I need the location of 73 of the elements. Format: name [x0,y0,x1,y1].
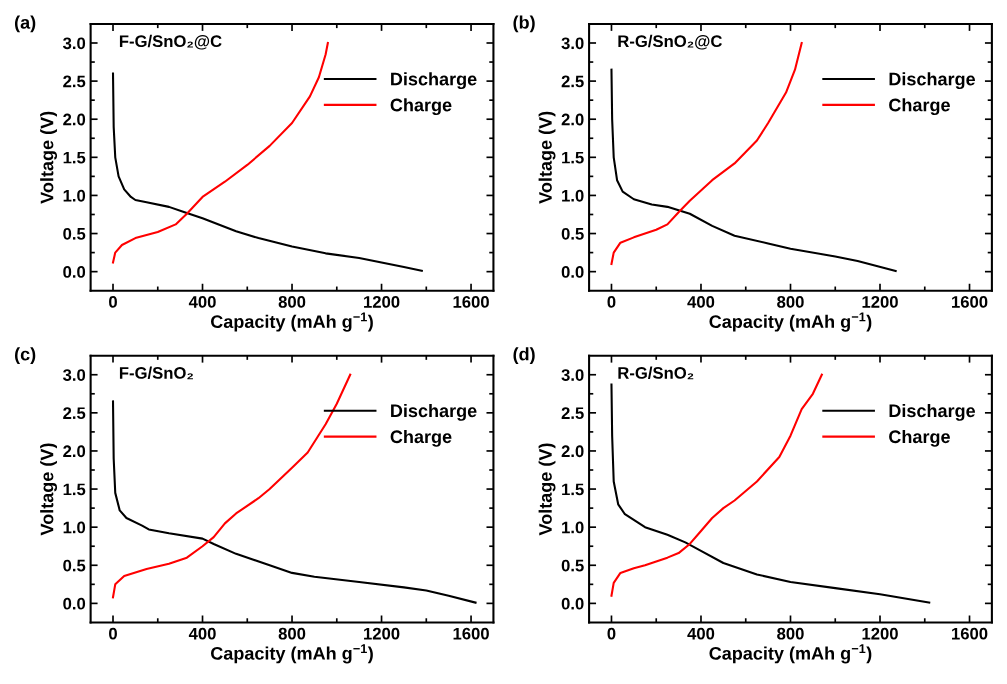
y-tick-label: 0.0 [63,597,86,610]
y-tick-label: 1.5 [63,151,86,164]
y-tick-label: 1.0 [562,521,584,534]
x-tick-label: 0 [109,296,117,308]
x-tick-label: 400 [188,627,216,640]
text: (c) [15,347,36,365]
text: (d) [513,347,535,365]
y-tick-label: 2.0 [561,113,584,126]
x-tick-label: 1200 [364,627,400,640]
x-tick-label: 400 [687,627,715,640]
y-tick-label: 2.0 [63,445,86,458]
x-tick-label: 800 [278,627,306,640]
x-tick-label: 800 [777,627,804,640]
x-tick-label: 0 [109,627,117,640]
text: (b) [513,15,535,33]
y-tick-label: 2.5 [63,407,86,420]
annotation: F-G/SnO₂@C [119,34,222,50]
y-tick-label: 1.0 [63,189,86,202]
legend-label: Discharge [889,72,976,90]
y-axis-title: Voltage (V) [40,443,58,536]
x-tick-label: 1600 [952,296,988,308]
y-tick-label: 1.5 [63,483,86,496]
y-tick-label: 3.0 [561,369,584,381]
y-tick-label: 0.5 [561,227,584,240]
annotation: R-G/SnO₂ [618,366,694,380]
line-series [111,400,477,604]
legend-label: Charge [390,98,452,116]
y-tick-label: 3.0 [62,369,86,381]
y-tick-label: 1.0 [562,189,584,202]
x-axis-title: Capacity (mAh g$^{−1}$) [709,644,872,664]
legend-label: Charge [889,429,950,447]
x-tick-label: 1200 [862,296,898,308]
y-tick-label: 1.0 [63,521,86,534]
x-tick-label: 1200 [862,627,898,640]
x-tick-label: 800 [278,296,306,308]
y-tick-label: 2.0 [63,113,86,126]
y-tick-label: 2.0 [561,445,584,458]
text: (a) [15,15,36,33]
legend-label: Discharge [889,403,976,421]
x-axis-title: Capacity (mAh g$^{−1}$) [210,312,373,332]
y-tick-label: 2.5 [561,407,584,420]
y-axis-title: Voltage (V) [538,443,556,536]
y-axis-title: Voltage (V) [40,111,58,204]
y-tick-label: 0.0 [63,266,86,278]
x-tick-label: 800 [777,296,804,308]
legend-label: Discharge [391,403,477,421]
x-tick-label: 1200 [364,296,400,308]
annotation: F-G/SnO₂ [119,366,193,380]
y-tick-label: 3.0 [561,37,584,50]
y-tick-label: 2.5 [63,75,86,88]
y-tick-label: 0.5 [63,559,86,572]
y-tick-label: 3.0 [62,37,86,50]
y-tick-label: 0.5 [63,227,86,240]
x-tick-label: 400 [687,296,715,308]
x-tick-label: 1600 [453,296,489,308]
y-tick-label: 2.5 [561,75,584,88]
y-tick-label: 1.5 [562,151,584,164]
y-axis-title: Voltage (V) [538,111,556,204]
legend-label: Charge [889,98,950,116]
legend-label: Discharge [391,72,477,90]
x-tick-label: 1600 [952,627,988,640]
y-tick-label: 0.0 [561,597,584,610]
y-tick-label: 1.5 [562,483,584,496]
legend-label: Charge [390,429,452,447]
x-tick-label: 400 [188,296,216,308]
x-tick-label: 0 [607,627,616,640]
x-axis-title: Capacity (mAh g$^{−1}$) [210,644,373,664]
y-tick-label: 0.5 [561,559,584,572]
x-axis-title: Capacity (mAh g$^{−1}$) [709,312,872,332]
y-tick-label: 0.0 [561,266,584,278]
x-tick-label: 0 [607,296,616,308]
annotation: R-G/SnO₂@C [618,34,722,50]
x-tick-label: 1600 [453,627,489,640]
